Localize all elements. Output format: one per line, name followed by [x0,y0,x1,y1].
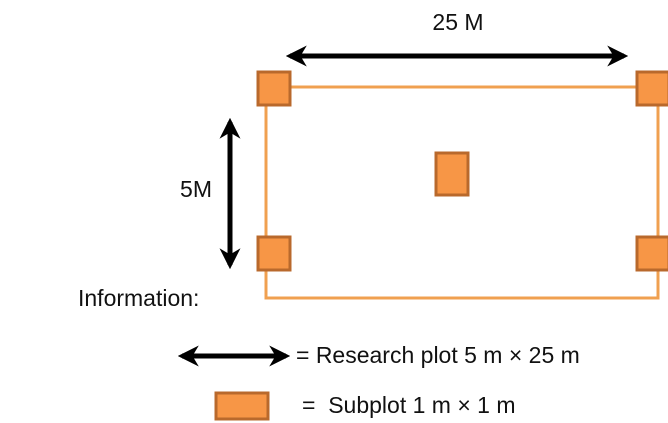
subplot-top-right [635,70,668,107]
information-heading: Information: [78,285,199,311]
subplot-bottom-right [635,235,668,272]
research-plot-outline [264,85,660,300]
height-label: 5M [180,176,212,202]
width-label: 25 M [432,9,483,35]
legend-arrow-text: = Research plot 5 m × 25 m [296,342,580,368]
subplot-top-left [256,70,292,107]
subplot-bottom-left [256,235,292,272]
subplot-center [434,151,470,197]
legend-subplot-text: = Subplot 1 m × 1 m [302,392,516,418]
legend-subplot-icon [214,391,270,421]
